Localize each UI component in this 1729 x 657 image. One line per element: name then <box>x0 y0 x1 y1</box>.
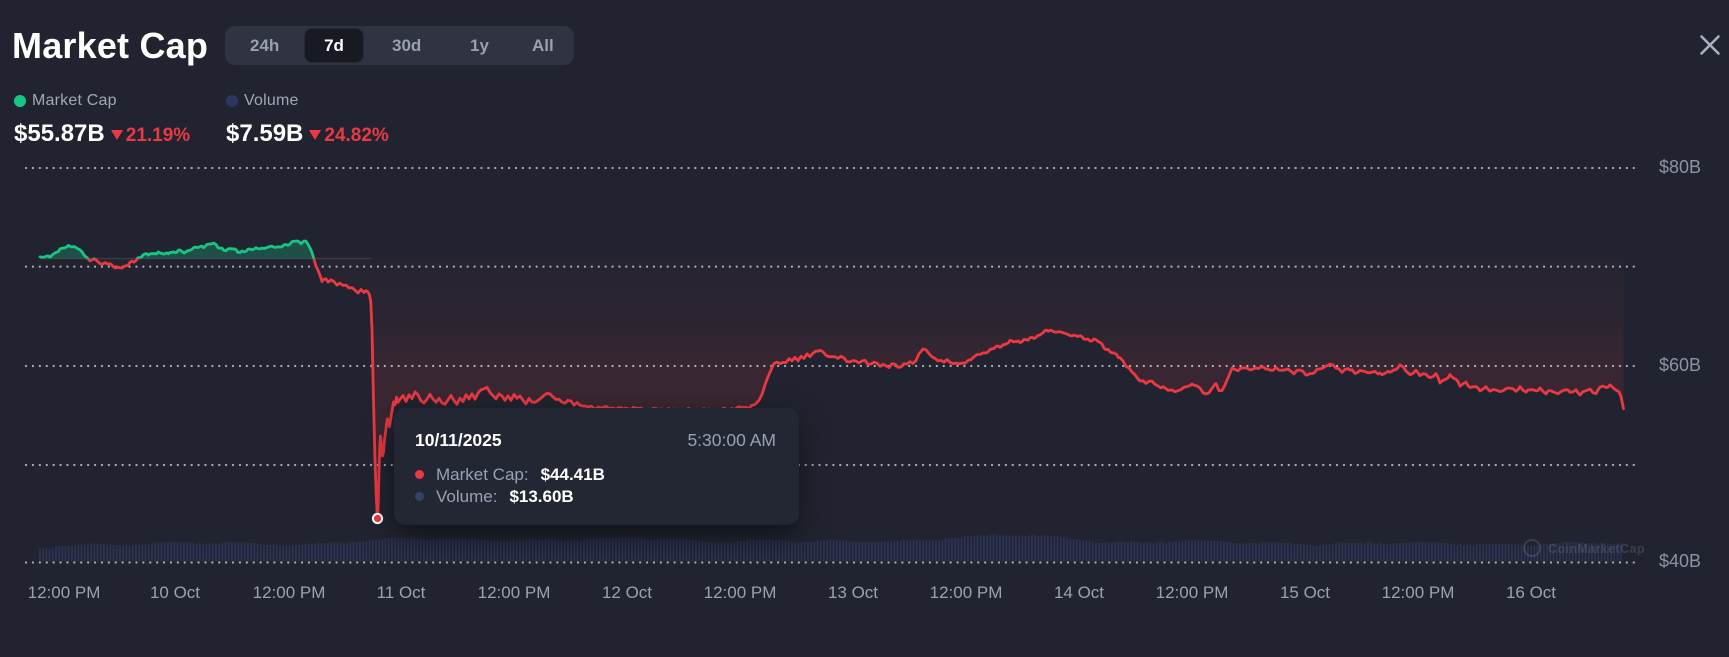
svg-text:CoinMarketCap: CoinMarketCap <box>1548 542 1645 556</box>
